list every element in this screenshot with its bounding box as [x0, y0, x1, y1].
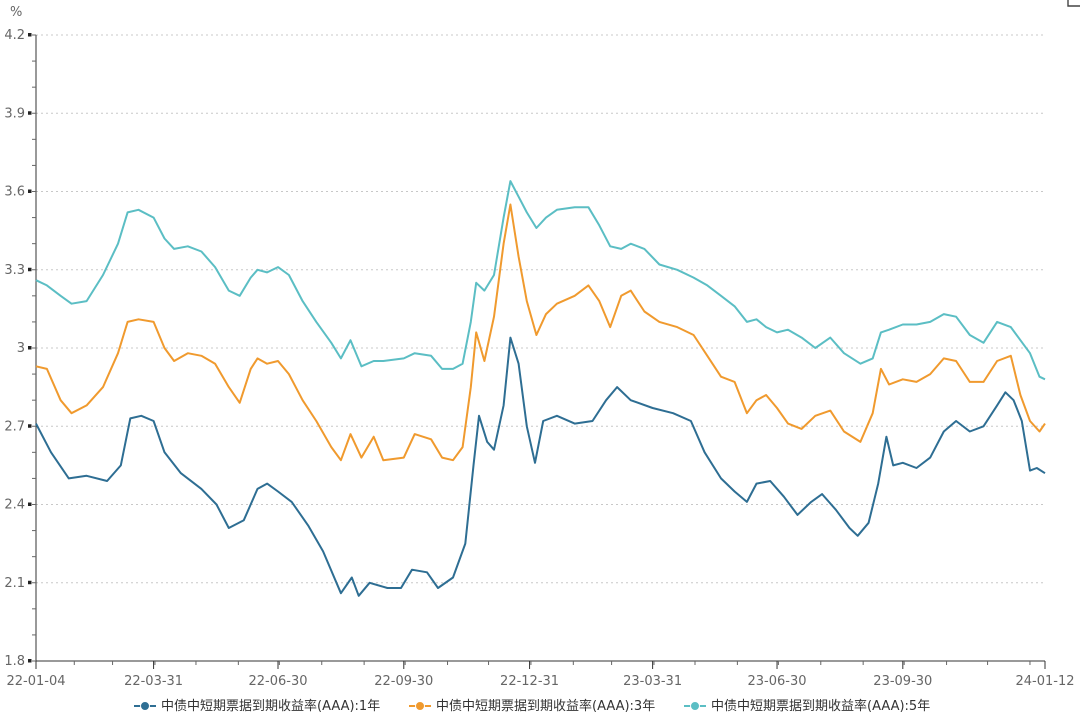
- y-tick-mark: [28, 111, 32, 115]
- y-tick-mark: [28, 346, 32, 350]
- x-tick-label: 23-03-31: [623, 674, 682, 689]
- y-tick-label: 2.4: [4, 498, 25, 513]
- x-tick-label: 22-12-31: [500, 674, 559, 689]
- y-tick-mark: [28, 502, 32, 506]
- x-tick-label: 22-09-30: [374, 674, 433, 689]
- y-tick-label: 2.1: [4, 576, 25, 591]
- series-line-3: [35, 180, 1046, 381]
- y-tick-label: 3.9: [4, 106, 25, 121]
- legend-item-3: 中债中短期票据到期收益率(AAA):5年: [684, 698, 930, 714]
- y-tick-mark: [28, 424, 32, 428]
- corner-mark: [1067, 0, 1080, 7]
- x-tick-label: 22-03-31: [124, 674, 183, 689]
- series-line-1: [35, 336, 1046, 597]
- legend-label: 中债中短期票据到期收益率(AAA):1年: [161, 698, 380, 714]
- legend-swatch-dot: [415, 701, 425, 711]
- y-tick-label: 2.7: [4, 419, 25, 434]
- y-tick-label: 1.8: [4, 654, 25, 669]
- y-tick-label: 4.2: [4, 28, 25, 43]
- x-tick-label: 23-06-30: [748, 674, 807, 689]
- y-tick-label: 3.6: [4, 185, 25, 200]
- x-tick-label: 22-01-04: [6, 674, 65, 689]
- x-tick-label: 24-01-12: [1015, 674, 1074, 689]
- y-tick-label: 3: [17, 341, 25, 356]
- x-axis: 22-01-04 22-03-31 22-06-30 22-09-30 22-12-31…: [6, 660, 1075, 689]
- legend-label: 中债中短期票据到期收益率(AAA):3年: [436, 698, 655, 714]
- grid-lines: [36, 34, 1045, 584]
- y-tick-mark: [28, 659, 32, 663]
- legend-item-2: 中债中短期票据到期收益率(AAA):3年: [409, 698, 655, 714]
- legend-swatch-dot: [140, 701, 150, 711]
- y-tick-mark: [28, 267, 32, 272]
- legend-label: 中债中短期票据到期收益率(AAA):5年: [711, 698, 930, 714]
- y-tick-mark: [28, 189, 32, 193]
- y-axis: 4.2 3.9 3.6 3.3 3 2.7 2.4 2.1 1.8: [4, 28, 37, 669]
- series-lines: [35, 180, 1046, 597]
- legend-swatch-dot: [690, 701, 700, 711]
- series-line-2: [35, 203, 1046, 462]
- y-tick-label: 3.3: [4, 263, 25, 278]
- legend: 中债中短期票据到期收益率(AAA):1年 中债中短期票据到期收益率(AAA):3年…: [134, 698, 930, 714]
- x-tick-label: 23-09-30: [873, 674, 932, 689]
- x-tick-label: 22-06-30: [248, 674, 307, 689]
- y-tick-mark: [28, 33, 32, 37]
- y-unit-label: %: [10, 5, 22, 20]
- legend-item-1: 中债中短期票据到期收益率(AAA):1年: [134, 698, 380, 714]
- y-tick-mark: [28, 580, 32, 585]
